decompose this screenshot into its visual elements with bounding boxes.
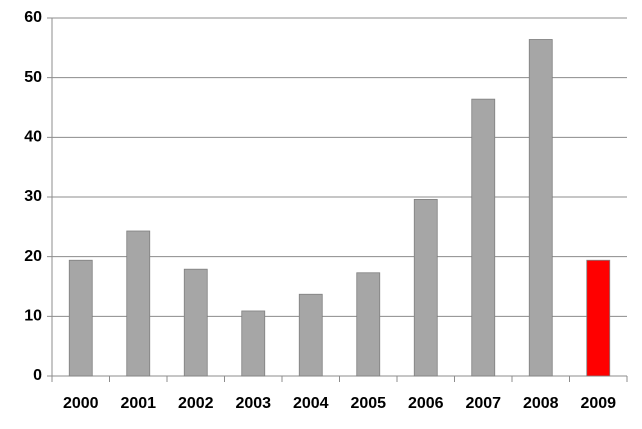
- bar: [586, 259, 611, 377]
- x-tick-label: 2002: [178, 395, 214, 412]
- x-tick-label: 2006: [408, 395, 444, 412]
- y-tick-label: 50: [24, 69, 42, 86]
- x-tick-label: 2004: [293, 395, 329, 412]
- x-tick-label: 2005: [350, 395, 386, 412]
- bar: [356, 272, 381, 377]
- y-tick-label: 10: [24, 308, 42, 325]
- bar: [183, 268, 208, 377]
- y-tick-label: 40: [24, 129, 42, 146]
- y-tick-label: 0: [33, 367, 42, 384]
- bar: [126, 230, 151, 377]
- x-tick-label: 2009: [580, 395, 616, 412]
- y-tick-label: 30: [24, 188, 42, 205]
- bar: [68, 259, 93, 377]
- bar: [241, 310, 266, 377]
- x-tick-label: 2000: [63, 395, 99, 412]
- x-tick-label: 2003: [235, 395, 271, 412]
- x-tick-label: 2007: [465, 395, 501, 412]
- x-tick-label: 2008: [523, 395, 559, 412]
- bar: [413, 198, 438, 377]
- bar: [298, 293, 323, 377]
- bar: [528, 39, 553, 377]
- y-tick-label: 60: [24, 9, 42, 26]
- x-tick-label: 2001: [120, 395, 156, 412]
- bar: [471, 98, 496, 377]
- y-tick-label: 20: [24, 248, 42, 265]
